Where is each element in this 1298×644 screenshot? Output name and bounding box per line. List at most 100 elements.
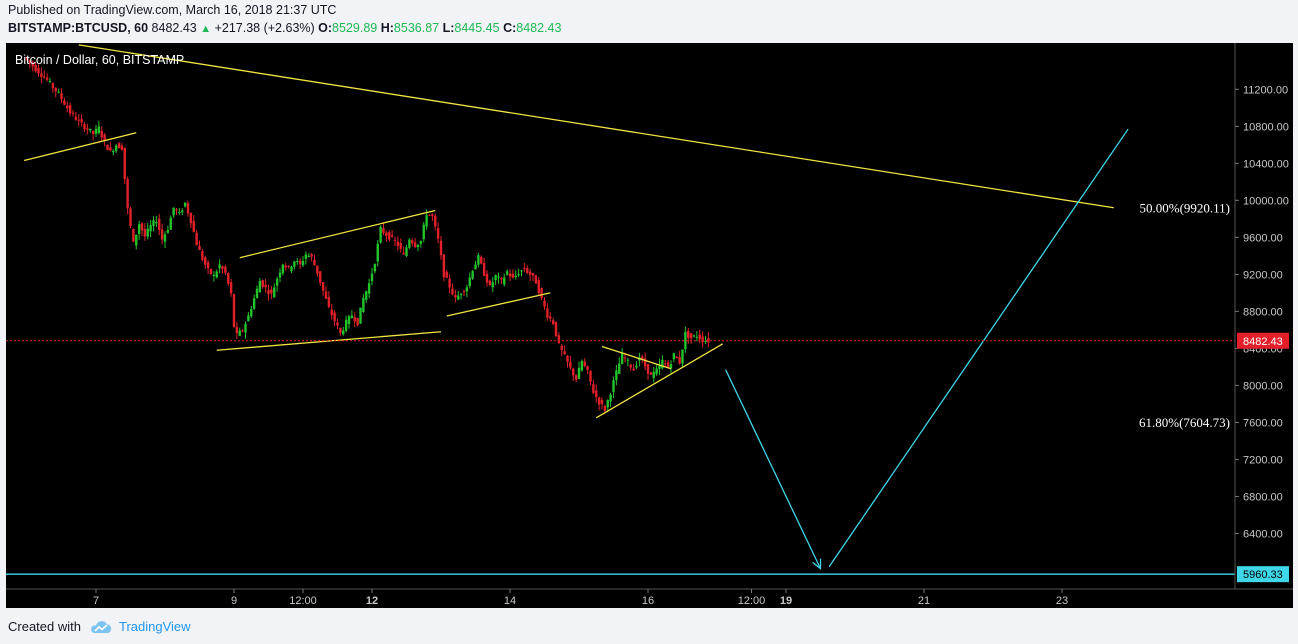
candle-body	[508, 273, 512, 277]
candle-body	[672, 353, 676, 360]
ohlc-line: BITSTAMP:BTCUSD, 60 8482.43 ▲ +217.38 (+…	[8, 21, 561, 35]
candle-body	[390, 235, 394, 237]
candle-body	[399, 242, 402, 249]
candle-body	[666, 362, 670, 369]
candle-body	[336, 322, 339, 326]
candle-body	[603, 405, 607, 411]
candle-body	[704, 341, 707, 343]
candle-body	[356, 317, 359, 326]
price-tick-label: 7600.00	[1243, 417, 1283, 429]
candle-body	[273, 287, 276, 298]
candle-body	[632, 368, 635, 371]
price-change: +217.38 (+2.63%)	[214, 21, 315, 35]
candle-body	[169, 217, 172, 230]
candle-body	[618, 363, 621, 374]
candle-body	[664, 363, 667, 365]
candle-body	[505, 271, 509, 275]
candle-body	[376, 243, 379, 262]
candle-body	[281, 264, 285, 274]
candle-body	[574, 375, 578, 380]
chart-panel[interactable]: 6400.00 6800.00 7200.00 7600.00 8000.00 8400.…	[6, 43, 1293, 608]
candle-body	[497, 276, 500, 278]
candle-body	[445, 271, 448, 278]
price-chart[interactable]: 6400.006800.007200.007600.008000.008400.…	[6, 43, 1293, 608]
price-tick-label: 6800.00	[1243, 491, 1283, 503]
candle-body	[304, 254, 308, 259]
candle-body	[370, 273, 374, 282]
candle-body	[229, 282, 233, 294]
candle-body	[459, 293, 463, 295]
candle-body	[707, 338, 710, 343]
candle-body	[192, 220, 195, 232]
close-value: 8482.43	[516, 21, 562, 35]
long-resistance-line	[78, 44, 1114, 209]
candle-body	[238, 330, 241, 336]
price-tick-label: 8800.00	[1243, 306, 1283, 318]
candle-body	[422, 224, 425, 240]
candle-body	[367, 283, 371, 294]
candle-body	[655, 368, 658, 375]
tradingview-link[interactable]: TradingView	[118, 619, 191, 634]
time-axis: 7 9 12:00 12 14 16 12:00 19 21 23	[93, 589, 1068, 607]
flag-bottom-line	[446, 292, 551, 317]
candle-body	[658, 364, 661, 369]
candle-body	[37, 67, 40, 74]
candle-body	[313, 259, 316, 266]
time-tick-label: 9	[231, 595, 237, 607]
candle-body	[428, 214, 431, 216]
published-line: Published on TradingView.com, March 16, …	[8, 3, 336, 17]
time-tick-label: 21	[918, 595, 930, 607]
price-tick-label: 8000.00	[1243, 380, 1283, 392]
candle-body	[327, 297, 331, 307]
candle-body	[669, 364, 673, 369]
candle-body	[405, 247, 408, 257]
candle-body	[137, 224, 141, 234]
candle-body	[278, 272, 282, 278]
candle-body	[290, 266, 293, 272]
projection-arrowhead	[812, 558, 822, 570]
chart-title: Bitcoin / Dollar, 60, BITSTAMP	[15, 53, 184, 67]
candle-body	[566, 355, 569, 362]
candle-body	[462, 290, 466, 292]
candle-body	[129, 208, 132, 226]
candle-body	[307, 255, 310, 257]
candle-body	[454, 294, 457, 298]
candle-body	[71, 112, 75, 114]
candle-body	[534, 275, 538, 284]
candle-body	[80, 119, 83, 123]
drawings-layer	[23, 44, 1129, 570]
candle-body	[152, 220, 155, 226]
candle-body	[600, 399, 604, 404]
candle-body	[408, 239, 411, 248]
candle-body	[477, 255, 480, 265]
candle-body	[661, 359, 664, 369]
current-price-badge-text: 8482.43	[1243, 336, 1283, 348]
low-label: L:	[442, 21, 455, 35]
candle-body	[224, 266, 227, 273]
candle-body	[106, 144, 109, 151]
candle-body	[577, 367, 581, 379]
candle-body	[413, 242, 417, 247]
candle-body	[609, 394, 612, 402]
candle-body	[583, 361, 586, 367]
candle-body	[362, 298, 365, 312]
price-tick-label: 10000.00	[1243, 195, 1289, 207]
time-tick-label: 23	[1056, 595, 1068, 607]
candle-body	[186, 203, 190, 214]
candle-body	[258, 280, 262, 293]
candle-body	[25, 56, 29, 60]
candle-body	[112, 150, 115, 153]
time-tick-label: 19	[780, 595, 792, 607]
candle-body	[580, 361, 584, 371]
target-price-badge	[1237, 566, 1289, 583]
close-label: C:	[503, 21, 517, 35]
candle-body	[554, 321, 558, 337]
candle-body	[681, 349, 684, 364]
candle-body	[649, 372, 653, 375]
candle-body	[178, 211, 181, 213]
projection-down-line	[725, 369, 822, 569]
fib-50-label: 50.00%(9920.11)	[1139, 201, 1230, 216]
candle-body	[480, 256, 483, 264]
candle-body	[298, 260, 302, 265]
candle-body	[206, 262, 210, 269]
